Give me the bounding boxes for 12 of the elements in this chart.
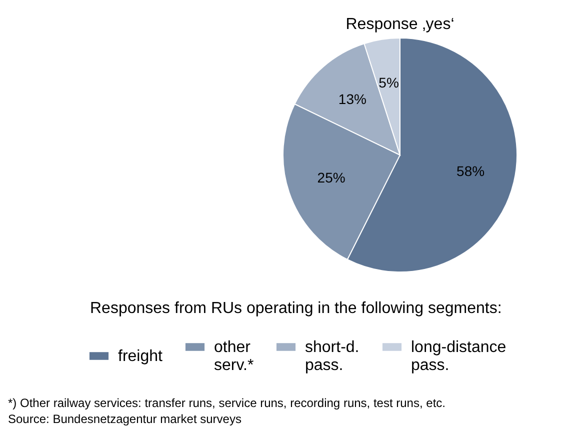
data-label: 13%: [338, 91, 366, 108]
source-note: Source: Bundesnetzagentur market surveys: [8, 412, 242, 426]
data-label: 58%: [456, 162, 485, 179]
legend-title: Responses from RUs operating in the following segments:: [90, 300, 502, 317]
data-label: 25%: [317, 169, 346, 186]
legend-label: long-distance pass.: [411, 339, 506, 374]
chart-title: Response ‚yes‘: [346, 16, 454, 33]
legend-label: short-d. pass.: [305, 339, 360, 374]
legend-label: other serv.*: [214, 339, 254, 374]
data-label: 5%: [378, 74, 399, 90]
text: *) Other railway services: transfer runs, service runs, recording runs, test runs, etc.: [8, 396, 446, 410]
legend-label: freight: [118, 348, 164, 365]
